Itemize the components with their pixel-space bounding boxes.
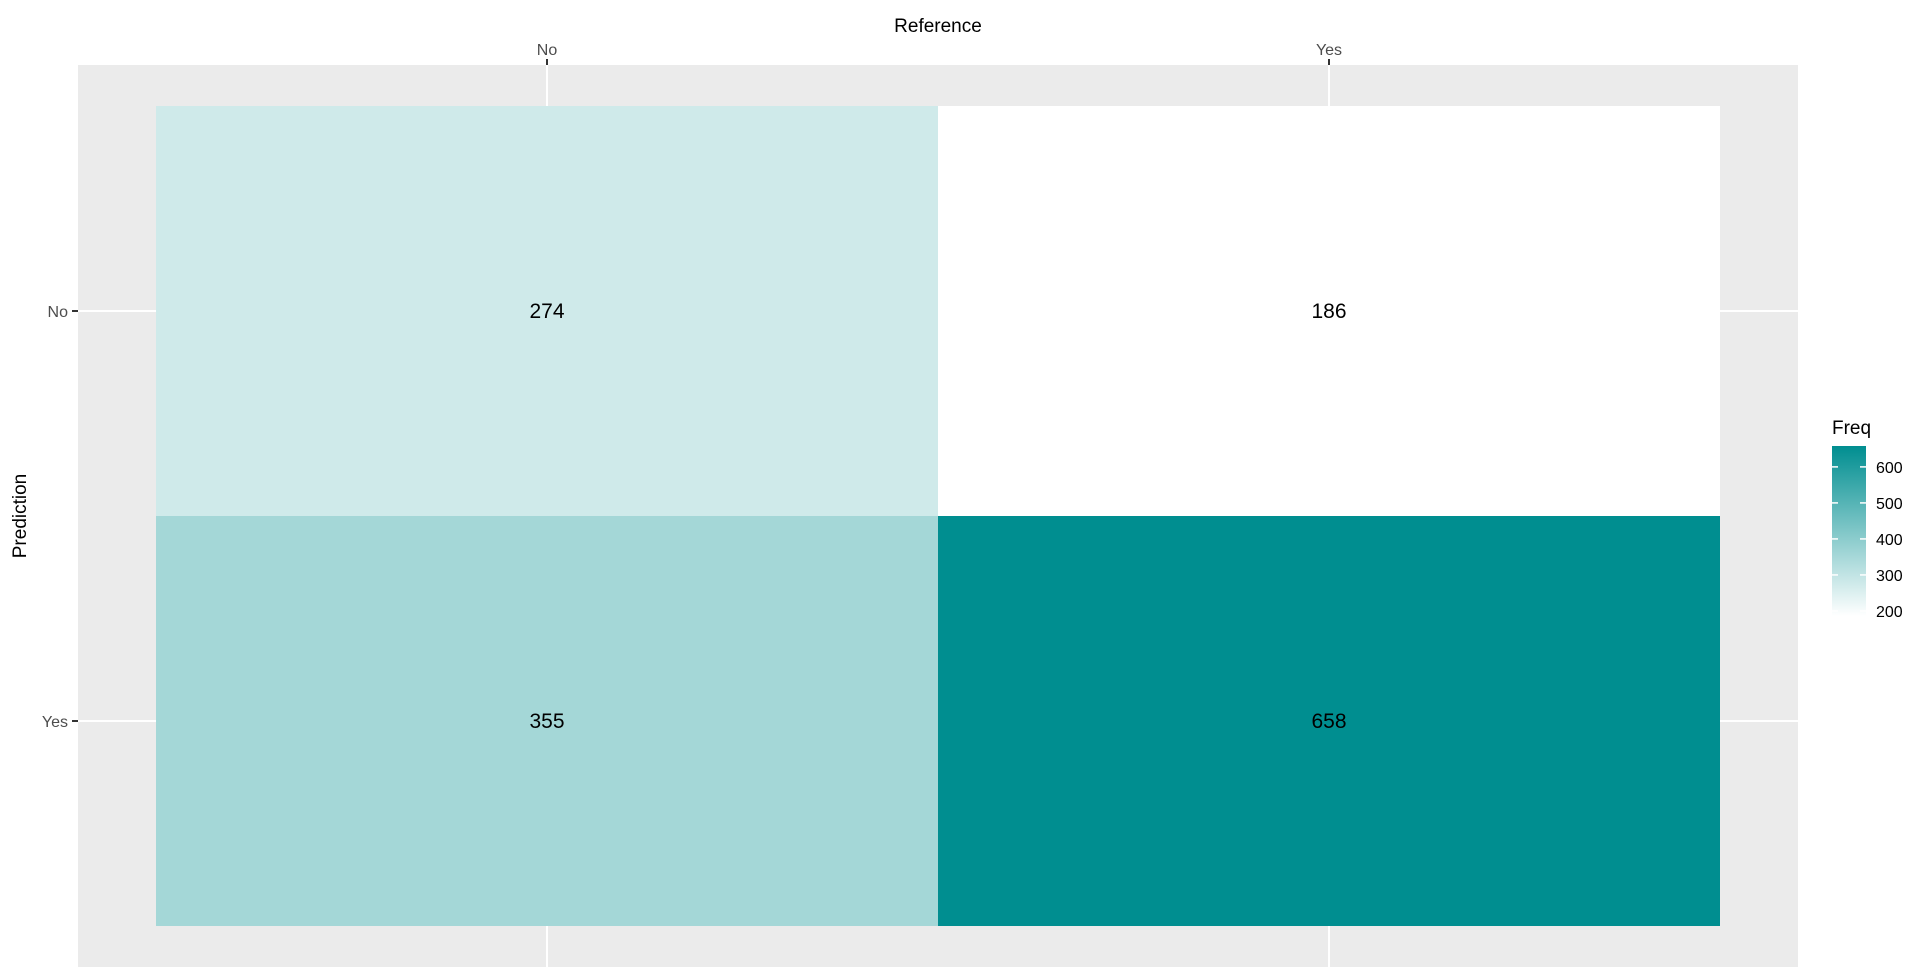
legend-title: Freq	[1832, 418, 1871, 439]
heatmap-cell	[156, 106, 938, 516]
cell-value-labels: 274 186 355 658	[529, 300, 1346, 733]
y-axis-left: No Yes	[42, 304, 78, 731]
legend-tick-label: 400	[1876, 532, 1903, 549]
legend-tick-label: 600	[1876, 460, 1903, 477]
y-axis-title: Prediction	[10, 474, 31, 559]
legend: Freq 200 300 400 500 600	[1832, 418, 1903, 621]
x-axis-tick-label: No	[537, 42, 558, 59]
y-axis-tick-label: No	[48, 304, 69, 321]
legend-tick-label: 200	[1876, 604, 1903, 621]
cell-value-label: 186	[1311, 300, 1346, 323]
y-axis-tick-label: Yes	[42, 714, 68, 731]
cell-value-label: 355	[529, 710, 564, 733]
heatmap-cell	[938, 516, 1720, 926]
legend-tick-label: 500	[1876, 496, 1903, 513]
legend-ticks: 200 300 400 500 600	[1832, 460, 1903, 621]
cell-value-label: 274	[529, 300, 564, 323]
cell-value-label: 658	[1311, 710, 1346, 733]
x-axis-top: No Yes	[537, 42, 1342, 65]
heatmap-cells	[156, 106, 1720, 926]
x-axis-tick-label: Yes	[1316, 42, 1342, 59]
legend-tick-label: 300	[1876, 568, 1903, 585]
heatmap-cell	[156, 516, 938, 926]
legend-color-bar	[1832, 446, 1866, 616]
heatmap-cell	[938, 106, 1720, 516]
x-axis-title: Reference	[894, 16, 982, 37]
